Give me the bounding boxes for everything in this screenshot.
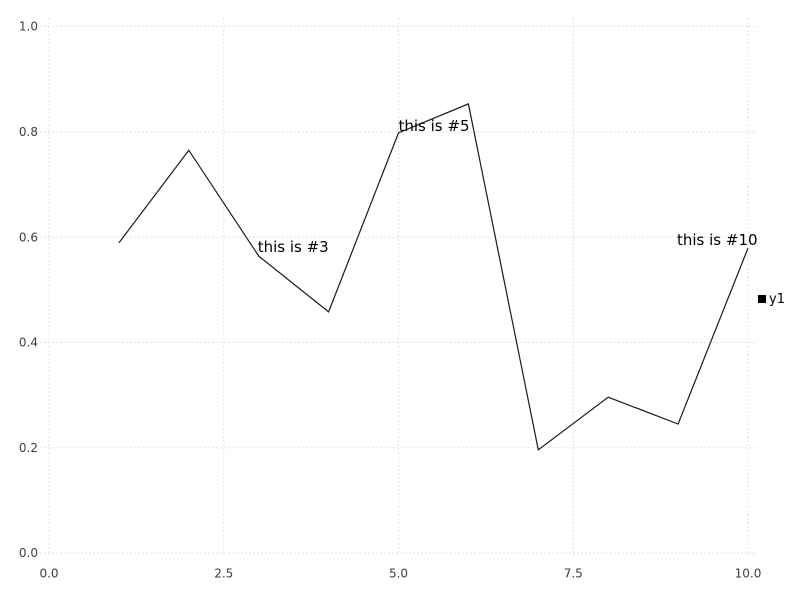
y-axis-tick-labels: 0.0 0.2 0.4 0.6 0.8 1.0 — [19, 20, 38, 561]
x-tick-label: 0.0 — [39, 567, 58, 581]
series-line-y1 — [118, 103, 749, 451]
legend-marker-square — [758, 295, 766, 303]
y-tick-label: 0.8 — [19, 125, 38, 139]
y-tick-label: 0.6 — [19, 230, 38, 244]
y-tick-label: 0.0 — [19, 546, 38, 560]
point-annotation: this is #3 — [258, 238, 329, 256]
x-tick-label: 7.5 — [564, 567, 583, 581]
legend: y1 — [758, 292, 785, 307]
y-tick-label: 0.4 — [19, 336, 38, 350]
y-tick-label: 0.2 — [19, 441, 38, 455]
gridlines — [40, 18, 757, 556]
legend-label: y1 — [769, 292, 785, 307]
x-tick-label: 10.0 — [735, 567, 762, 581]
point-annotation: this is #5 — [399, 117, 470, 135]
x-axis-tick-labels: 0.0 2.5 5.0 7.5 10.0 — [39, 567, 761, 581]
x-tick-label: 2.5 — [214, 567, 233, 581]
y-tick-label: 1.0 — [19, 20, 38, 34]
x-tick-label: 5.0 — [389, 567, 408, 581]
point-annotation: this is #10 — [677, 231, 758, 249]
annotations: this is #3 this is #5 this is #10 — [258, 117, 758, 256]
